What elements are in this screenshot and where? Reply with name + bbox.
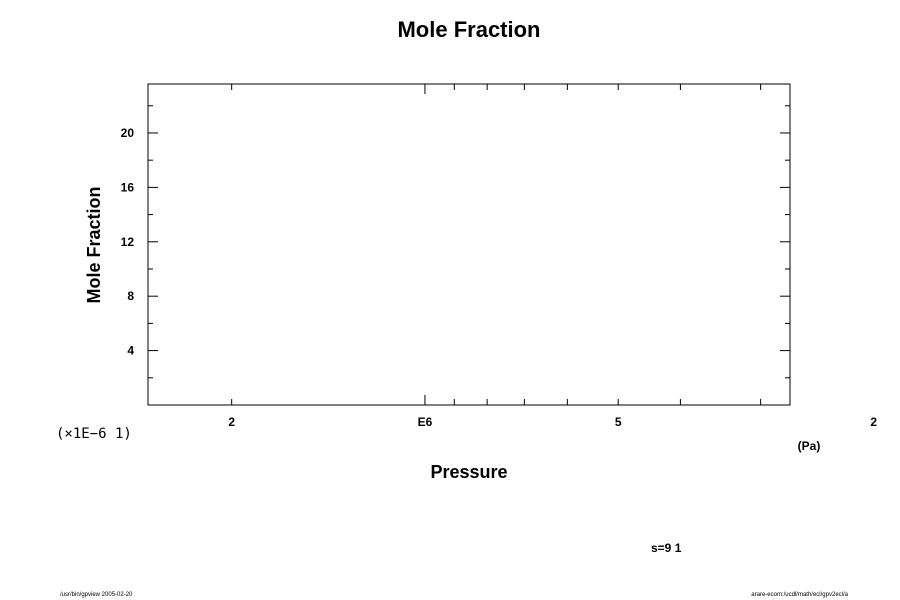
x-axis-unit: (Pa) bbox=[798, 439, 821, 453]
x-axis-label: Pressure bbox=[430, 462, 507, 482]
y-axis-label: Mole Fraction bbox=[84, 186, 104, 303]
x-tick-label: 2 bbox=[228, 415, 235, 429]
y-multiplier-label: (×1E−6 1) bbox=[56, 426, 132, 442]
x-tick-label: 5 bbox=[615, 415, 622, 429]
chart-title: Mole Fraction bbox=[397, 17, 540, 42]
footer-left: /usr/bin/gpview 2005-02-20 bbox=[60, 592, 133, 598]
y-tick-label: 4 bbox=[127, 344, 134, 358]
y-tick-label: 12 bbox=[121, 235, 135, 249]
stamp-label: s=9 1 bbox=[651, 541, 682, 555]
y-tick-label: 20 bbox=[121, 126, 135, 140]
plot-frame bbox=[147, 83, 791, 406]
y-tick-label: 16 bbox=[121, 180, 135, 194]
y-axis-ticks: 4 8 12 16 20 bbox=[121, 105, 790, 379]
x-tick-label: 2 bbox=[870, 415, 877, 429]
y-tick-label: 8 bbox=[127, 289, 134, 303]
x-axis-ticks: 2E652E552 bbox=[228, 84, 877, 429]
footer-right: arare-ecom:/ucdl/math/ecl/gpv2ecl/a bbox=[751, 592, 848, 598]
x-tick-label: E6 bbox=[418, 415, 433, 429]
